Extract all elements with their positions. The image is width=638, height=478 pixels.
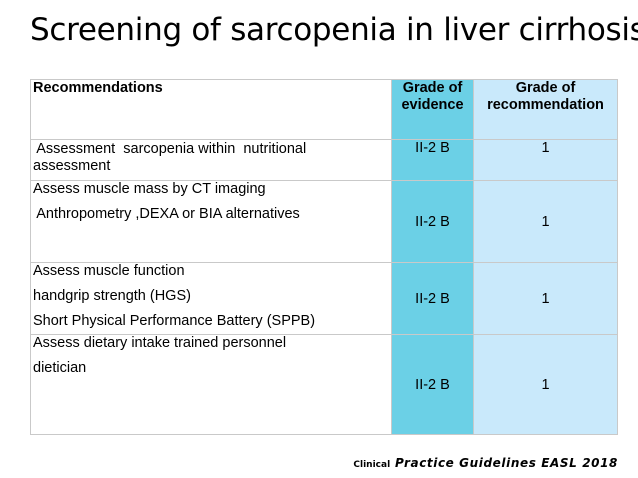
table-row: Assess muscle function handgrip strength…	[30, 262, 618, 335]
recommendation-cell: Assess muscle function handgrip strength…	[30, 262, 392, 335]
recommendation-cell: Assess muscle mass by CT imaging Anthrop…	[30, 180, 392, 263]
header-grade-of-evidence-line1: Grade of	[402, 80, 463, 96]
evidence-cell: II-2 B	[391, 262, 474, 335]
evidence-cell: II-2 B	[391, 180, 474, 263]
grade-cell: 1	[473, 262, 618, 335]
header-grade-of-recommendation: Grade of recommendation	[473, 79, 618, 140]
recommendations-table: Recommendations Grade of evidence Grade …	[30, 79, 618, 435]
grade-cell: 1	[473, 180, 618, 263]
recommendation-line: handgrip strength (HGS)	[33, 288, 191, 304]
recommendation-line: Assess dietary intake trained personnel	[33, 335, 287, 351]
evidence-cell: II-2 B	[391, 139, 474, 181]
grade-cell: 1	[473, 139, 618, 181]
header-grade-of-recommendation-line2: recommendation	[487, 97, 604, 113]
recommendation-line: dietician	[33, 360, 87, 376]
table-row: Assess dietary intake trained personnel …	[30, 334, 618, 435]
slide-title: Screening of sarcopenia in liver cirrhos…	[30, 12, 638, 48]
recommendation-line: Assessment sarcopenia within nutritional	[33, 141, 307, 157]
header-grade-of-evidence: Grade of evidence	[391, 79, 474, 140]
grade-cell: 1	[473, 334, 618, 435]
evidence-cell: II-2 B	[391, 334, 474, 435]
recommendation-cell: Assess dietary intake trained personnel …	[30, 334, 392, 435]
header-grade-of-recommendation-line1: Grade of	[515, 80, 576, 96]
recommendation-line: Assess muscle function	[33, 263, 185, 279]
header-grade-of-evidence-line2: evidence	[401, 97, 464, 113]
recommendation-line: Short Physical Performance Battery (SPPB…	[33, 313, 316, 329]
citation: Clinical Practice Guidelines EASL 2018	[353, 456, 618, 470]
recommendation-line: Anthropometry ,DEXA or BIA alternatives	[33, 206, 300, 222]
recommendation-cell: Assessment sarcopenia within nutritional…	[30, 139, 392, 181]
table-header-row: Recommendations Grade of evidence Grade …	[30, 79, 618, 140]
table-row: Assessment sarcopenia within nutritional…	[30, 139, 618, 181]
table-row: Assess muscle mass by CT imaging Anthrop…	[30, 180, 618, 263]
citation-prefix: Clinical	[353, 460, 391, 470]
citation-text: Practice Guidelines EASL 2018	[394, 456, 618, 470]
recommendation-line: Assess muscle mass by CT imaging	[33, 181, 266, 197]
header-recommendations: Recommendations	[30, 79, 392, 140]
recommendation-line: assessment	[33, 158, 111, 174]
